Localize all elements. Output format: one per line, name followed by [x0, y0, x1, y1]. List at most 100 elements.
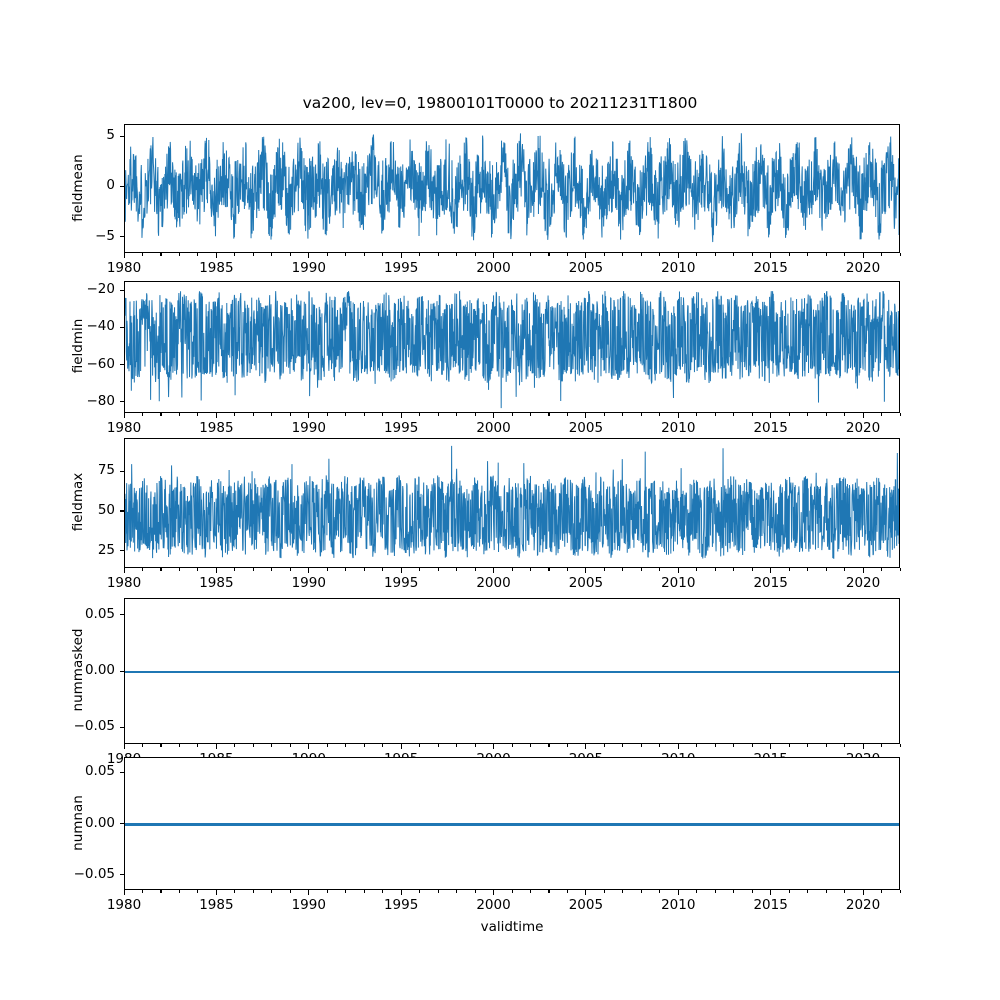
x-tick-mark [308, 744, 310, 749]
data-series-fieldmean [125, 125, 899, 252]
x-minor-tick-mark [289, 890, 291, 893]
x-minor-tick-mark [751, 744, 753, 747]
x-minor-tick-mark [456, 568, 458, 571]
x-minor-tick-mark [178, 253, 181, 256]
x-tick-label: 2015 [753, 420, 788, 436]
x-minor-tick-mark [474, 744, 476, 747]
x-tick-label: 1980 [106, 575, 142, 591]
x-minor-tick-mark [141, 890, 144, 893]
x-minor-tick-mark [511, 568, 513, 571]
x-minor-tick-mark [326, 568, 328, 571]
x-tick-mark [215, 890, 217, 895]
x-tick-label: 2000 [476, 897, 511, 913]
x-minor-tick-mark [197, 890, 199, 893]
x-tick-mark [770, 890, 772, 895]
x-tick-label: 2010 [661, 420, 696, 436]
data-line-nummasked [125, 670, 899, 674]
x-minor-tick-mark [622, 253, 624, 256]
x-tick-mark [585, 413, 587, 418]
x-minor-tick-mark [511, 890, 513, 893]
x-minor-tick-mark [271, 253, 273, 256]
x-minor-tick-mark [234, 744, 236, 747]
x-minor-tick-mark [733, 253, 735, 256]
x-minor-tick-mark [751, 568, 753, 571]
x-minor-tick-mark [474, 413, 476, 416]
x-minor-tick-mark [252, 890, 254, 893]
x-minor-tick-mark [566, 413, 569, 416]
y-tick-mark [119, 326, 124, 329]
y-axis-label-fieldmin: fieldmin [70, 318, 86, 374]
x-tick-mark [215, 413, 217, 418]
x-minor-tick-mark [289, 253, 291, 256]
x-tick-label: 2010 [661, 260, 696, 276]
y-axis-label-fieldmean: fieldmean [70, 153, 86, 222]
x-tick-mark [585, 744, 587, 749]
x-minor-tick-mark [437, 413, 439, 416]
x-minor-tick-mark [881, 890, 883, 893]
x-tick-label: 2005 [568, 897, 604, 913]
x-minor-tick-mark [548, 890, 550, 893]
x-minor-tick-mark [566, 744, 569, 747]
y-tick-label: 75 [97, 462, 115, 479]
x-minor-tick-mark [437, 744, 439, 747]
x-minor-tick-mark [437, 890, 439, 893]
x-minor-tick-mark [326, 744, 328, 747]
y-tick-mark [119, 470, 124, 472]
data-line-numnan [125, 823, 899, 826]
x-tick-mark [400, 253, 402, 258]
y-tick-mark [119, 236, 124, 238]
x-minor-tick-mark [289, 413, 291, 416]
x-minor-tick-mark [622, 744, 624, 747]
x-tick-label: 2015 [753, 897, 788, 913]
x-minor-tick-mark [474, 253, 476, 256]
x-tick-label: 1985 [199, 420, 234, 436]
x-minor-tick-mark [825, 744, 827, 747]
x-minor-tick-mark [603, 568, 605, 571]
x-minor-tick-mark [844, 568, 846, 571]
x-tick-label: 2000 [476, 575, 511, 591]
x-tick-mark [862, 413, 864, 418]
x-minor-tick-mark [788, 253, 790, 256]
y-tick-mark [119, 670, 124, 672]
x-minor-tick-mark [271, 890, 273, 893]
x-tick-label: 1990 [291, 897, 326, 913]
x-minor-tick-mark [197, 413, 199, 416]
y-tick-mark [119, 726, 124, 728]
x-minor-tick-mark [363, 413, 365, 416]
x-tick-label: 1995 [383, 420, 419, 436]
x-minor-tick-mark [197, 253, 199, 256]
x-tick-label: 1980 [106, 420, 142, 436]
x-minor-tick-mark [825, 890, 827, 893]
x-minor-tick-mark [548, 568, 550, 571]
x-minor-tick-mark [696, 413, 698, 416]
x-minor-tick-mark [714, 253, 716, 256]
x-minor-tick-mark [825, 413, 827, 416]
x-tick-label: 2015 [753, 260, 788, 276]
y-axis-label-nummasked: nummasked [70, 628, 86, 712]
x-tick-label: 2015 [753, 575, 788, 591]
y-tick-label: −40 [86, 318, 116, 335]
x-minor-tick-mark [548, 413, 550, 416]
x-minor-tick-mark [234, 413, 236, 416]
x-tick-mark [770, 253, 772, 258]
y-tick-label: −80 [86, 392, 116, 409]
x-minor-tick-mark [844, 744, 846, 747]
x-minor-tick-mark [566, 253, 569, 256]
x-minor-tick-mark [252, 253, 254, 256]
x-minor-tick-mark [141, 253, 144, 256]
y-tick-label: 0.00 [84, 814, 115, 831]
x-tick-label: 2005 [568, 575, 604, 591]
x-tick-label: 2005 [568, 260, 604, 276]
x-tick-mark [770, 568, 772, 573]
x-minor-tick-mark [844, 890, 846, 893]
y-tick-mark [119, 823, 124, 825]
x-tick-mark [493, 413, 495, 418]
x-tick-label: 2000 [476, 260, 511, 276]
data-series-fieldmin [125, 282, 899, 412]
x-minor-tick-mark [419, 890, 421, 893]
x-tick-label: 1995 [383, 897, 419, 913]
x-minor-tick-mark [141, 744, 144, 747]
y-tick-label: −20 [86, 281, 116, 298]
x-axis-label: validtime [480, 919, 544, 935]
y-tick-mark [119, 550, 124, 552]
